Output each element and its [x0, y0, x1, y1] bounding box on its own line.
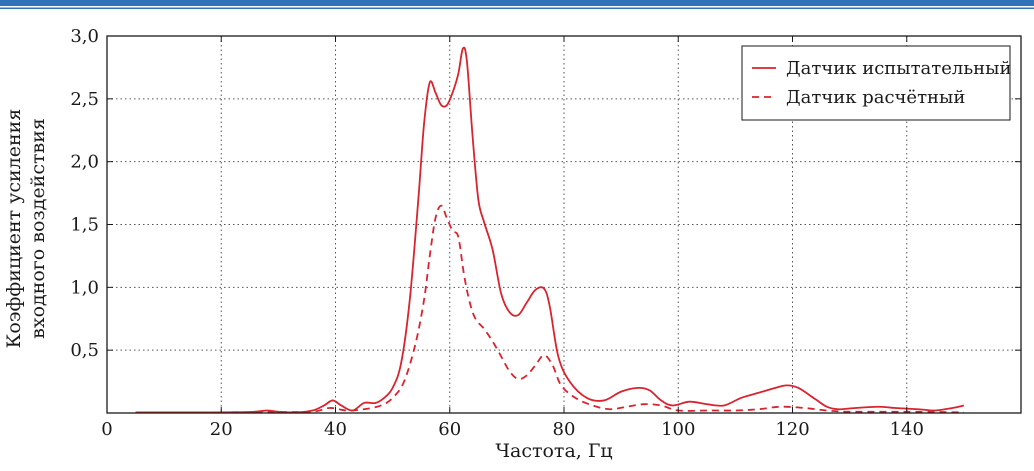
x-axis-tick-labels: 0 20 40 60 80 100 120 140 [101, 419, 924, 440]
header-rule [0, 0, 1034, 6]
top-rule [0, 0, 1034, 9]
y-tick-label: 0,5 [70, 340, 99, 361]
legend: Датчик испытательный Датчик расчётный [741, 45, 1011, 121]
x-axis-title: Частота, Гц [495, 440, 612, 462]
y-tick-label: 3,0 [70, 26, 99, 47]
x-tick-label: 120 [775, 419, 809, 440]
axis-ticks [106, 35, 1021, 413]
header-rule-thin [0, 7, 1034, 9]
x-tick-label: 20 [210, 419, 233, 440]
y-tick-label: 1,0 [70, 277, 99, 298]
x-tick-label: 0 [101, 419, 112, 440]
series-line-test-sensor [135, 46, 965, 414]
y-axis-title-line: входного воздействия [27, 118, 49, 339]
x-tick-label: 100 [661, 419, 695, 440]
legend-entry-label: Датчик расчётный [786, 87, 965, 108]
y-tick-label: 2,0 [70, 152, 99, 173]
x-tick-label: 60 [438, 419, 461, 440]
x-tick-label: 140 [890, 419, 924, 440]
legend-box [741, 45, 1011, 121]
y-axis-title: Коэффициент усиления входного воздействия [3, 109, 49, 349]
x-tick-label: 40 [324, 419, 347, 440]
legend-entry-label: Датчик испытательный [786, 58, 1011, 79]
x-tick-label: 80 [553, 419, 576, 440]
y-axis-tick-labels: 0,5 1,0 1,5 2,0 2,5 3,0 [70, 26, 99, 361]
y-tick-label: 1,5 [70, 215, 99, 236]
series-line-calculated-sensor [135, 204, 964, 414]
y-tick-label: 2,5 [70, 89, 99, 110]
series-lines [135, 46, 965, 414]
y-axis-title-line: Коэффициент усиления [3, 109, 25, 349]
